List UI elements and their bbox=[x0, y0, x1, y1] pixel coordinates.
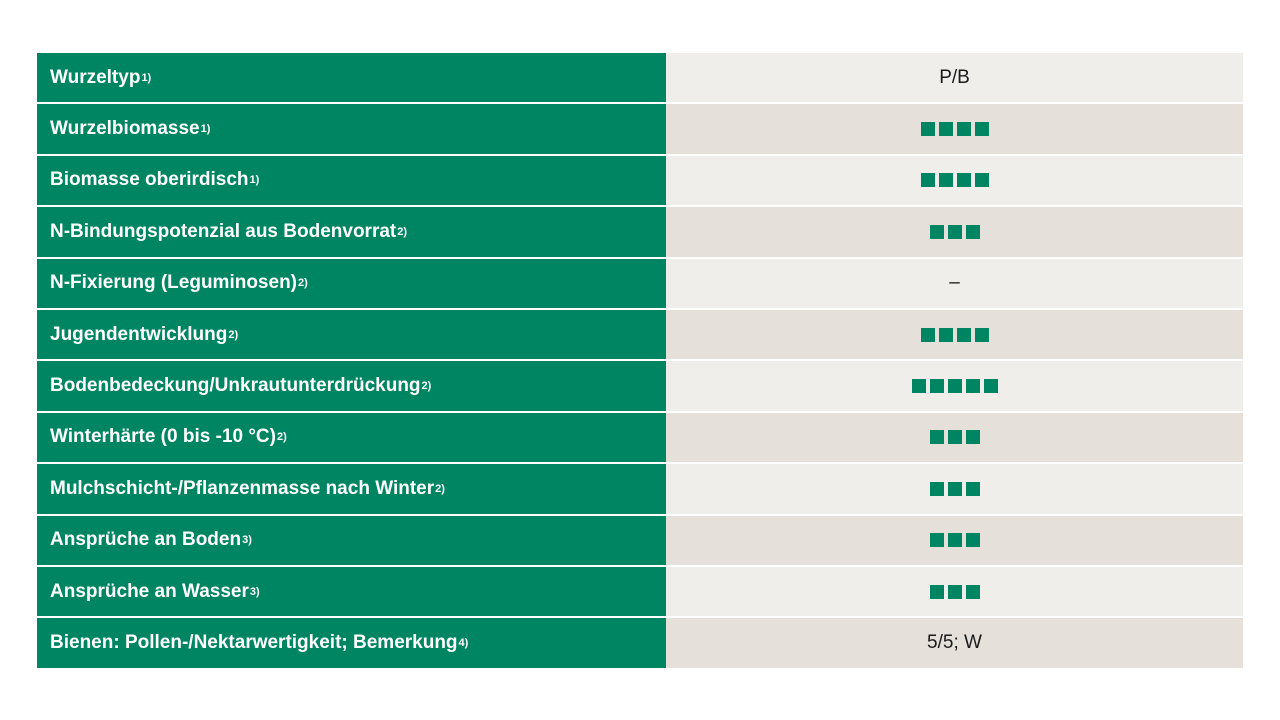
rating-square bbox=[929, 481, 944, 496]
row-value-cell bbox=[666, 464, 1243, 514]
row-value-cell bbox=[666, 155, 1243, 206]
row-label: Bienen: Pollen-/Nektarwertigkeit; Bemerk… bbox=[50, 631, 458, 653]
rating-square bbox=[929, 224, 944, 239]
rating-square bbox=[929, 430, 944, 445]
row-value-cell bbox=[666, 309, 1243, 360]
row-value: – bbox=[949, 272, 960, 294]
row-label-cell: Wurzeltyp 1) bbox=[37, 53, 666, 103]
row-value-cell bbox=[666, 361, 1243, 411]
rating-squares bbox=[929, 481, 980, 496]
row-value-cell: P/B bbox=[666, 53, 1243, 103]
rating-square bbox=[974, 122, 989, 137]
rating-square bbox=[965, 379, 980, 394]
row-label: Ansprüche an Boden bbox=[50, 529, 242, 551]
rating-square bbox=[947, 224, 962, 239]
row-value-cell bbox=[666, 515, 1243, 565]
rating-square bbox=[965, 584, 980, 599]
properties-table: Wurzeltyp 1) P/B Wurzelbiomasse 1) Biomass… bbox=[37, 53, 1243, 668]
table-row: Winterhärte (0 bis -10 °C) 2) bbox=[37, 412, 1243, 463]
rating-square bbox=[947, 379, 962, 394]
row-value: P/B bbox=[939, 66, 970, 88]
rating-square bbox=[965, 481, 980, 496]
row-label-cell: Ansprüche an Wasser 3) bbox=[37, 566, 666, 617]
row-label: Bodenbedeckung/Unkrautunterdrückung bbox=[50, 375, 421, 397]
rating-squares bbox=[920, 173, 989, 188]
rating-squares bbox=[920, 122, 989, 137]
row-label: Winterhärte (0 bis -10 °C) bbox=[50, 426, 276, 448]
row-label: Ansprüche an Wasser bbox=[50, 580, 249, 602]
table-row: Wurzeltyp 1) P/B bbox=[37, 53, 1243, 103]
row-label: N-Bindungspotenzial aus Bodenvorrat bbox=[50, 220, 397, 242]
table-row: N-Fixierung (Leguminosen) 2) – bbox=[37, 258, 1243, 308]
rating-square bbox=[938, 327, 953, 342]
table-row: Mulchschicht-/Pflanzenmasse nach Winter 2… bbox=[37, 464, 1243, 514]
table-row: Bodenbedeckung/Unkrautunterdrückung 2) bbox=[37, 361, 1243, 411]
rating-square bbox=[965, 430, 980, 445]
table-row: Wurzelbiomasse 1) bbox=[37, 104, 1243, 154]
row-value-cell bbox=[666, 207, 1243, 257]
row-label-cell: Mulchschicht-/Pflanzenmasse nach Winter 2… bbox=[37, 464, 666, 514]
row-label: Jugendentwicklung bbox=[50, 323, 228, 345]
row-label: Mulchschicht-/Pflanzenmasse nach Winter bbox=[50, 477, 435, 499]
rating-square bbox=[965, 533, 980, 548]
row-label-cell: Bienen: Pollen-/Nektarwertigkeit; Bemerk… bbox=[37, 618, 666, 668]
rating-square bbox=[947, 430, 962, 445]
rating-square bbox=[956, 327, 971, 342]
rating-square bbox=[965, 224, 980, 239]
row-label: N-Fixierung (Leguminosen) bbox=[50, 272, 297, 294]
row-label-cell: N-Bindungspotenzial aus Bodenvorrat 2) bbox=[37, 207, 666, 257]
rating-square bbox=[911, 379, 926, 394]
table-row: Bienen: Pollen-/Nektarwertigkeit; Bemerk… bbox=[37, 618, 1243, 668]
rating-squares bbox=[911, 379, 998, 394]
row-label-cell: Bodenbedeckung/Unkrautunterdrückung 2) bbox=[37, 361, 666, 411]
rating-square bbox=[920, 122, 935, 137]
row-label-cell: Jugendentwicklung 2) bbox=[37, 309, 666, 360]
row-label-cell: Winterhärte (0 bis -10 °C) 2) bbox=[37, 412, 666, 463]
row-label-cell: Ansprüche an Boden 3) bbox=[37, 515, 666, 565]
row-label-cell: Biomasse oberirdisch 1) bbox=[37, 155, 666, 206]
rating-square bbox=[956, 122, 971, 137]
rating-square bbox=[938, 122, 953, 137]
row-value-cell: 5/5; W bbox=[666, 618, 1243, 668]
rating-square bbox=[947, 584, 962, 599]
rating-square bbox=[929, 584, 944, 599]
row-label: Biomasse oberirdisch bbox=[50, 169, 249, 191]
rating-squares bbox=[920, 327, 989, 342]
rating-square bbox=[974, 173, 989, 188]
rating-square bbox=[947, 533, 962, 548]
rating-square bbox=[983, 379, 998, 394]
rating-square bbox=[920, 173, 935, 188]
row-label-cell: N-Fixierung (Leguminosen) 2) bbox=[37, 258, 666, 308]
table-row: Ansprüche an Boden 3) bbox=[37, 515, 1243, 565]
row-value: 5/5; W bbox=[927, 631, 982, 653]
row-label: Wurzeltyp bbox=[50, 66, 141, 88]
table-row: Jugendentwicklung 2) bbox=[37, 309, 1243, 360]
rating-squares bbox=[929, 584, 980, 599]
row-label: Wurzelbiomasse bbox=[50, 118, 200, 140]
rating-square bbox=[947, 481, 962, 496]
rating-squares bbox=[929, 430, 980, 445]
rating-squares bbox=[929, 533, 980, 548]
row-value-cell bbox=[666, 104, 1243, 154]
rating-square bbox=[938, 173, 953, 188]
row-value-cell bbox=[666, 412, 1243, 463]
table-row: Ansprüche an Wasser 3) bbox=[37, 566, 1243, 617]
table-row: N-Bindungspotenzial aus Bodenvorrat 2) bbox=[37, 207, 1243, 257]
rating-square bbox=[929, 533, 944, 548]
row-label-cell: Wurzelbiomasse 1) bbox=[37, 104, 666, 154]
rating-square bbox=[974, 327, 989, 342]
row-value-cell: – bbox=[666, 258, 1243, 308]
rating-squares bbox=[929, 224, 980, 239]
table-row: Biomasse oberirdisch 1) bbox=[37, 155, 1243, 206]
rating-square bbox=[929, 379, 944, 394]
rating-square bbox=[956, 173, 971, 188]
rating-square bbox=[920, 327, 935, 342]
row-value-cell bbox=[666, 566, 1243, 617]
